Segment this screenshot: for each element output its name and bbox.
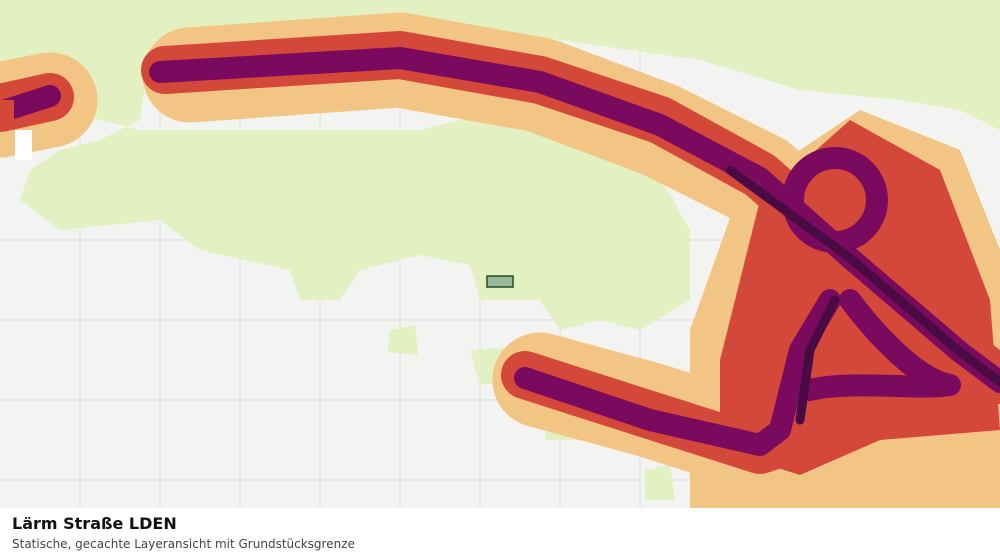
noise-edge: [0, 100, 14, 130]
legend-footer: Lärm Straße LDEN Statische, gecachte Lay…: [0, 508, 1000, 560]
green-area: [0, 0, 1000, 330]
parcel-boundary: [486, 275, 514, 288]
noise-bands: [0, 12, 1000, 508]
noise-map: [0, 0, 1000, 508]
layer-title: Lärm Straße LDEN: [12, 514, 177, 533]
blank-tile: [15, 130, 32, 160]
layer-subtitle: Statische, gecachte Layeransicht mit Gru…: [12, 537, 355, 551]
